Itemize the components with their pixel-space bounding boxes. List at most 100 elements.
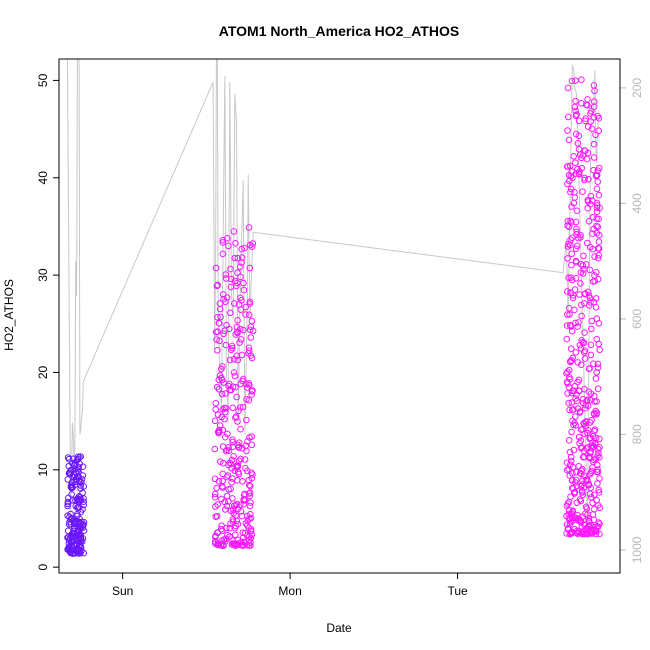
data-point (228, 346, 235, 354)
data-point (574, 405, 582, 412)
x-axis-label: Date (326, 621, 352, 635)
data-point (214, 314, 221, 321)
data-point (241, 497, 249, 504)
data-point (219, 291, 227, 298)
data-point (563, 512, 570, 520)
data-point (243, 522, 251, 529)
data-point (596, 475, 603, 482)
data-point (587, 396, 594, 404)
data-point (243, 447, 250, 455)
data-point (590, 140, 598, 148)
data-point (568, 234, 576, 242)
data-point (75, 497, 83, 504)
data-point (231, 372, 239, 380)
data-point (238, 512, 246, 520)
data-point (590, 82, 598, 89)
data-point (587, 434, 594, 442)
data-point (579, 395, 587, 403)
data-point (587, 192, 595, 200)
data-point (588, 467, 596, 475)
data-point (573, 228, 580, 236)
data-point (76, 477, 83, 485)
data-point (247, 499, 254, 506)
data-point (584, 149, 592, 157)
data-point (579, 491, 587, 499)
data-point (574, 165, 581, 173)
right-y-axis: 200 400 600 800 1000 (620, 78, 644, 563)
data-point (583, 155, 591, 163)
data-point (582, 261, 590, 268)
data-point (593, 185, 601, 193)
data-point (243, 396, 250, 403)
data-point (594, 466, 601, 473)
data-point (595, 486, 603, 494)
data-point (566, 311, 573, 318)
data-point (573, 391, 580, 398)
data-point (567, 358, 574, 366)
data-point (569, 292, 577, 299)
data-point (240, 286, 248, 294)
data-point (238, 254, 246, 261)
data-point (578, 487, 586, 495)
data-point (568, 250, 576, 257)
data-point (228, 342, 236, 350)
data-point (69, 459, 76, 467)
data-point (237, 336, 245, 343)
data-point (237, 273, 244, 281)
data-point (236, 339, 243, 346)
data-point (582, 115, 589, 122)
data-point (585, 427, 592, 434)
data-point (248, 388, 256, 395)
data-point (214, 501, 221, 508)
data-point (246, 489, 254, 496)
data-point (596, 164, 603, 172)
data-point (225, 325, 233, 333)
data-point (588, 444, 596, 452)
data-point (65, 534, 72, 541)
data-point (234, 269, 241, 277)
data-point (247, 511, 254, 518)
data-point (572, 395, 579, 402)
plot-frame (58, 58, 621, 574)
data-point (584, 123, 592, 130)
data-point (593, 398, 600, 405)
data-point (238, 297, 245, 304)
data-point (221, 415, 228, 423)
data-point (567, 188, 574, 196)
data-point (225, 447, 233, 455)
data-point (596, 435, 603, 443)
x-tick-label: Sun (112, 584, 133, 598)
data-point (585, 218, 593, 225)
data-point (582, 503, 590, 511)
data-point (219, 426, 227, 434)
data-point (225, 242, 232, 250)
data-point (249, 387, 256, 394)
data-point (227, 265, 234, 273)
data-point (573, 242, 581, 250)
data-point (68, 484, 75, 492)
data-point (568, 428, 575, 436)
data-point (215, 426, 223, 434)
data-point (594, 112, 601, 120)
data-point (579, 188, 586, 195)
data-point (578, 76, 585, 83)
data-point (240, 326, 247, 334)
data-point (589, 245, 597, 253)
data-point (565, 366, 573, 374)
data-point (222, 405, 230, 412)
data-point (71, 549, 79, 556)
data-point (226, 356, 234, 364)
data-point (579, 262, 587, 269)
data-point (581, 430, 589, 438)
data-point (213, 336, 220, 343)
data-point (592, 304, 600, 311)
data-point (246, 264, 254, 272)
data-point (241, 456, 249, 463)
data-point (581, 355, 589, 363)
data-point (575, 145, 583, 153)
data-point (590, 360, 597, 368)
data-point (568, 276, 576, 284)
data-point (590, 456, 598, 464)
data-point (587, 351, 595, 359)
